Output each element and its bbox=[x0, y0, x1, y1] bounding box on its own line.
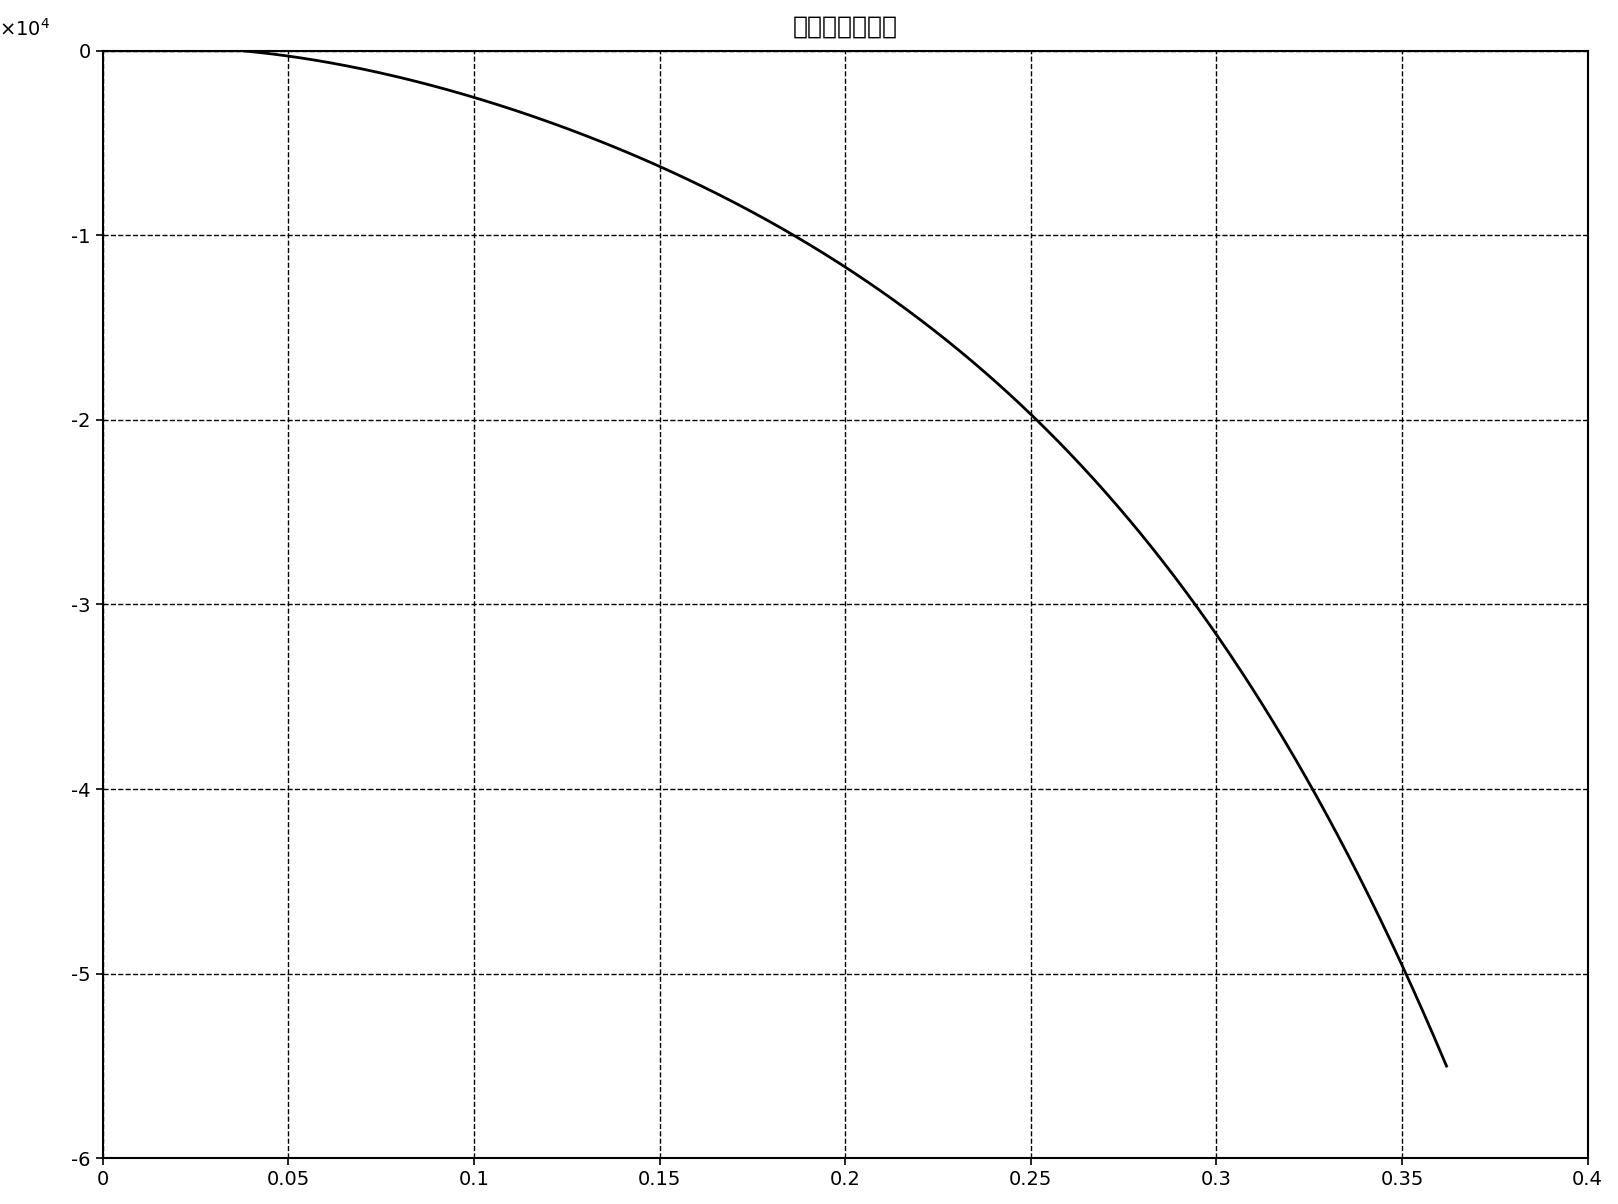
Title: 高次相位误差图: 高次相位误差图 bbox=[793, 14, 898, 39]
Text: $\times 10^4$: $\times 10^4$ bbox=[0, 18, 50, 40]
